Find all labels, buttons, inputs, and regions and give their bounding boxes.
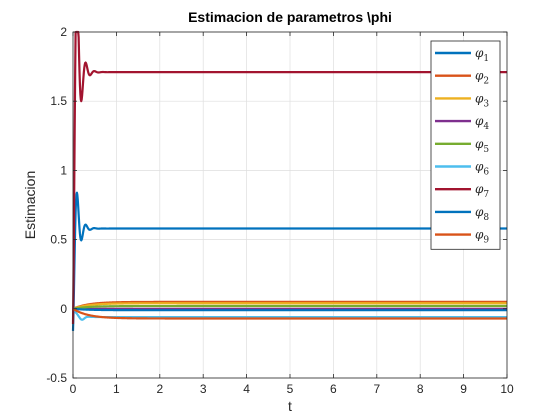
y-tick-label: 2: [60, 25, 67, 39]
legend-subscript: 9: [483, 236, 489, 246]
legend-subscript: 8: [483, 213, 489, 223]
x-tick-label: 3: [200, 382, 207, 396]
legend-label-6: φ6: [475, 160, 489, 178]
x-tick-label: 4: [243, 382, 250, 396]
legend-label-7: φ7: [475, 182, 489, 200]
legend-subscript: 2: [483, 77, 489, 87]
legend-symbol: φ: [475, 160, 484, 174]
x-tick-label: 1: [113, 382, 120, 396]
legend-label-3: φ3: [475, 91, 489, 109]
x-tick-label: 5: [287, 382, 294, 396]
x-axis-label: t: [288, 398, 292, 414]
y-tick-label: 1: [60, 163, 67, 177]
y-tick-label: -0.5: [46, 371, 67, 385]
legend-label-2: φ2: [475, 69, 489, 87]
series-line-5: [72, 304, 508, 310]
legend-label-1: φ1: [475, 46, 489, 64]
legend-subscript: 3: [483, 99, 489, 109]
series-line-3: [72, 302, 508, 310]
y-axis-label: Estimacion: [22, 171, 38, 239]
y-tick-label: 0: [60, 302, 67, 316]
legend-symbol: φ: [475, 46, 484, 60]
legend-symbol: φ: [475, 205, 484, 219]
legend-box: [430, 40, 501, 250]
legend-label-5: φ5: [475, 137, 489, 155]
legend-symbol: φ: [475, 182, 484, 196]
legend-symbol: φ: [475, 228, 484, 242]
legend-subscript: 5: [483, 145, 489, 155]
legend-label-8: φ8: [475, 205, 489, 223]
legend-symbol: φ: [475, 69, 484, 83]
x-tick-label: 0: [70, 382, 77, 396]
x-tick-label: 7: [373, 382, 380, 396]
chart-title: Estimacion de parametros \phi: [188, 9, 392, 25]
legend-symbol: φ: [475, 114, 484, 128]
legend-subscript: 6: [483, 168, 489, 178]
legend-symbol: φ: [475, 137, 484, 151]
series-lines: [71, 30, 508, 331]
series-line-9: [72, 307, 508, 320]
x-tick-label: 8: [417, 382, 424, 396]
series-line-2: [72, 300, 508, 310]
series-line-6: [72, 308, 508, 321]
y-tick-label: 0.5: [50, 233, 67, 247]
x-tick-label: 10: [500, 382, 514, 396]
tick-marks: [72, 31, 508, 379]
tick-labels: 0 1 2 3 4 5 6 7 8 9 10-0.500.511.52: [46, 25, 514, 396]
legend-symbol: φ: [475, 91, 484, 105]
legend-label-4: φ4: [475, 114, 489, 132]
series-line-8: [72, 307, 508, 312]
legend-subscript: 7: [483, 190, 489, 200]
x-tick-label: 9: [460, 382, 467, 396]
legend-subscript: 1: [483, 54, 489, 64]
legend-label-9: φ9: [475, 228, 489, 246]
legend-subscript: 4: [483, 122, 489, 132]
x-tick-label: 2: [156, 382, 163, 396]
x-tick-label: 6: [330, 382, 337, 396]
y-tick-label: 1.5: [50, 94, 67, 108]
